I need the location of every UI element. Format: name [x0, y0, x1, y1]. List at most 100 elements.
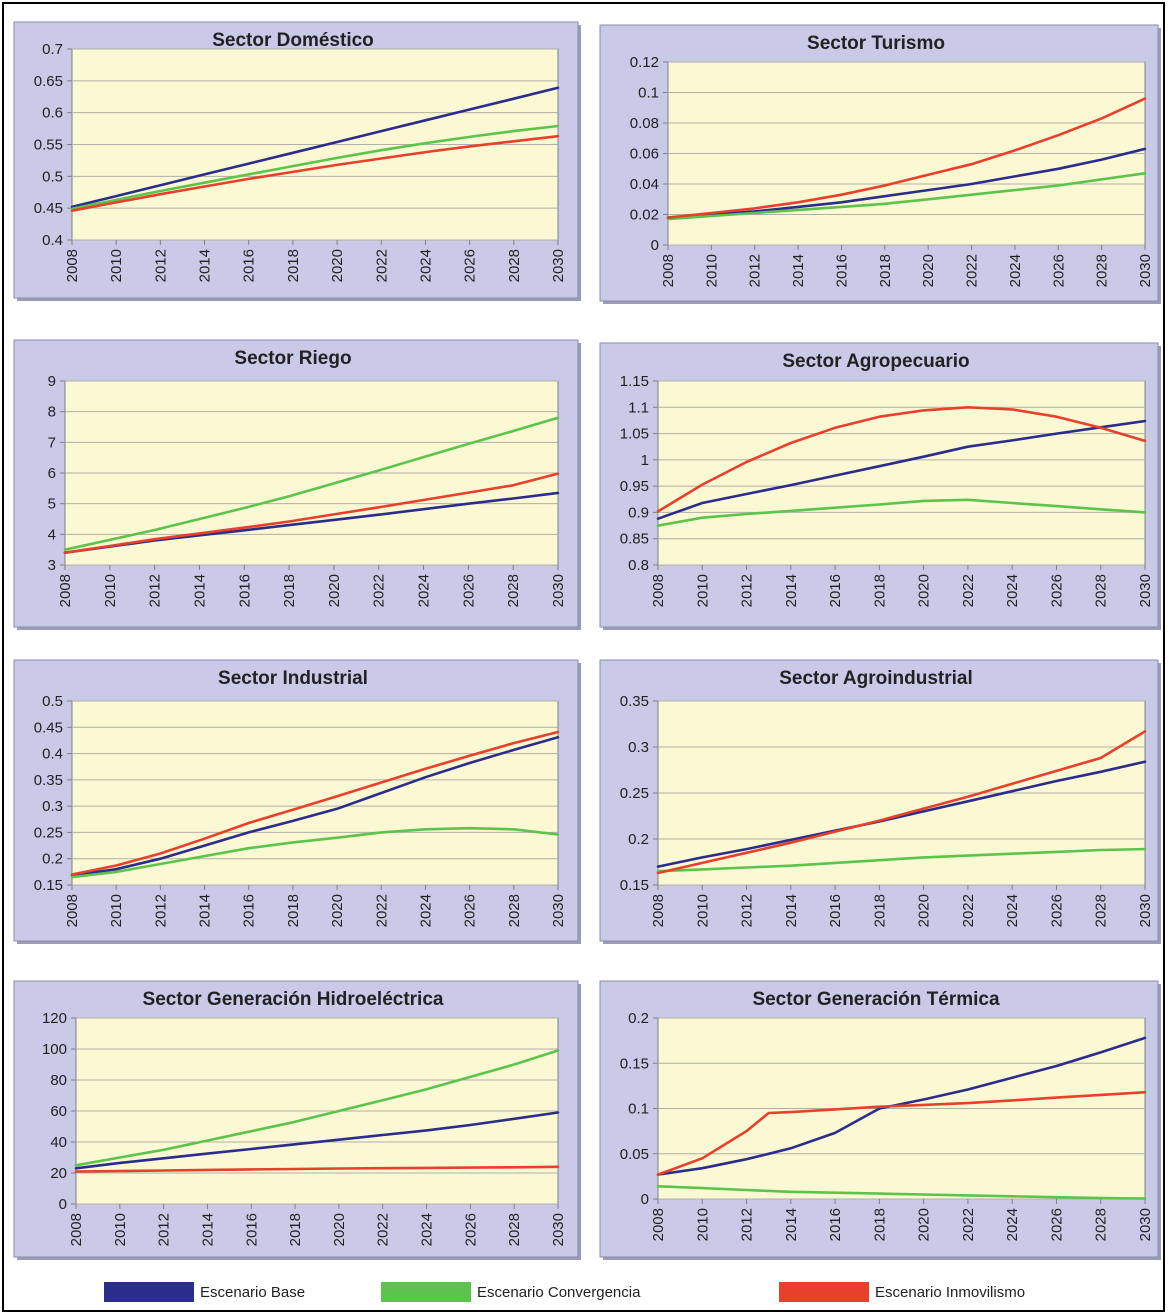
x-tick-label: 2016 — [236, 574, 253, 607]
x-tick-label: 2014 — [197, 894, 214, 927]
series-line-base — [656, 419, 1147, 521]
y-tick-label: 0.05 — [620, 1146, 649, 1163]
y-tick-label: 9 — [48, 373, 56, 390]
x-tick-label: 2016 — [827, 574, 844, 607]
y-tick-label: 0.35 — [34, 772, 63, 789]
chart-title: Sector Industrial — [218, 668, 368, 689]
x-tick-label: 2016 — [241, 249, 258, 282]
y-tick-label: 0.25 — [34, 824, 63, 841]
series-line-convergencia — [656, 498, 1147, 527]
chart-title: Sector Generación Hidroeléctrica — [143, 989, 444, 1010]
legend-swatch-inmovilismo — [779, 1282, 869, 1302]
legend-swatch-convergencia — [381, 1282, 471, 1302]
x-tick-label: 2010 — [112, 1213, 129, 1246]
y-tick-label: 0.2 — [628, 831, 649, 848]
x-tick-label: 2018 — [871, 1208, 888, 1241]
chart-4: Sector Agropecuario 0.8 0.85 0.9 0.95 1 1.05 1.… — [599, 342, 1161, 630]
y-tick-label: 0.08 — [630, 115, 659, 132]
y-tick-label: 0.2 — [628, 1010, 649, 1027]
y-tick-label: 6 — [48, 465, 56, 482]
x-tick-label: 2018 — [287, 1213, 304, 1246]
x-tick-label: 2026 — [1048, 1208, 1065, 1241]
series-line-base — [656, 760, 1147, 868]
y-tick-label: 0.04 — [630, 176, 659, 193]
x-tick-label: 2026 — [460, 574, 477, 607]
chart-title: Sector Generación Térmica — [752, 989, 1000, 1010]
y-tick-label: 0.9 — [628, 504, 649, 521]
series-line-base — [666, 147, 1147, 219]
y-tick-label: 0.5 — [42, 168, 63, 185]
chart-title: Sector Riego — [234, 348, 351, 369]
x-tick-label: 2024 — [416, 574, 433, 607]
legend: Escenario Base Escenario Convergencia Es… — [0, 1278, 1169, 1303]
y-tick-label: 1.15 — [620, 373, 649, 390]
x-tick-label: 2012 — [739, 894, 756, 927]
x-tick-label: 2022 — [960, 574, 977, 607]
x-tick-label: 2008 — [64, 249, 81, 282]
series-line-inmovilismo — [74, 1165, 560, 1173]
x-tick-label: 2016 — [827, 894, 844, 927]
x-tick-label: 2022 — [964, 254, 981, 287]
x-tick-label: 2016 — [833, 254, 850, 287]
x-tick-label: 2022 — [375, 1213, 392, 1246]
x-tick-label: 2020 — [916, 574, 933, 607]
x-tick-label: 2020 — [331, 1213, 348, 1246]
x-tick-label: 2012 — [739, 1208, 756, 1241]
x-tick-label: 2024 — [419, 1213, 436, 1246]
x-tick-label: 2026 — [1048, 574, 1065, 607]
legend-label-inmovilismo: Escenario Inmovilismo — [875, 1284, 1026, 1301]
x-tick-label: 2008 — [64, 894, 81, 927]
x-tick-label: 2030 — [1137, 1208, 1154, 1241]
y-tick-label: 4 — [48, 526, 56, 543]
chart-2: Sector Turismo 0 0.02 0.04 0.06 0.08 0.1 0.12 20… — [599, 24, 1161, 304]
x-tick-label: 2016 — [827, 1208, 844, 1241]
series-line-inmovilismo — [666, 97, 1147, 219]
y-tick-label: 0.95 — [620, 478, 649, 495]
y-tick-label: 120 — [42, 1010, 67, 1027]
x-tick-label: 2020 — [916, 1208, 933, 1241]
chart-6: Sector Agroindustrial 0.15 0.2 0.25 0.3 0.35 2… — [599, 659, 1161, 944]
chart-7: Sector Generación Hidroeléctrica 0 20 40 60 8… — [13, 980, 581, 1260]
y-tick-label: 0.1 — [628, 1101, 649, 1118]
x-tick-label: 2026 — [1048, 894, 1065, 927]
series-line-convergencia — [656, 847, 1147, 873]
x-tick-label: 2018 — [281, 574, 298, 607]
x-tick-label: 2012 — [156, 1213, 173, 1246]
y-tick-label: 0.4 — [42, 746, 63, 763]
y-tick-label: 100 — [42, 1041, 67, 1058]
x-tick-label: 2020 — [329, 249, 346, 282]
chart-title: Sector Turismo — [807, 33, 945, 54]
y-tick-label: 0.55 — [34, 137, 63, 154]
x-tick-label: 2022 — [371, 574, 388, 607]
y-tick-label: 60 — [50, 1103, 67, 1120]
y-tick-label: 0.1 — [638, 85, 659, 102]
y-tick-label: 3 — [48, 557, 56, 574]
x-tick-label: 2016 — [241, 894, 258, 927]
y-tick-label: 0.25 — [620, 785, 649, 802]
x-tick-label: 2020 — [916, 894, 933, 927]
y-tick-label: 0.12 — [630, 54, 659, 71]
y-tick-label: 0.7 — [42, 41, 63, 58]
x-tick-label: 2008 — [650, 1208, 667, 1241]
x-tick-label: 2010 — [694, 574, 711, 607]
chart-1: Sector Doméstico 0.4 0.45 0.5 0.55 0.6 0.65 0.7… — [13, 21, 581, 301]
x-tick-label: 2018 — [871, 894, 888, 927]
y-tick-label: 0.15 — [620, 877, 649, 894]
x-tick-label: 2024 — [1007, 254, 1024, 287]
x-tick-label: 2028 — [506, 894, 523, 927]
y-tick-label: 0.3 — [42, 798, 63, 815]
y-tick-label: 0.85 — [620, 531, 649, 548]
x-tick-label: 2030 — [550, 249, 567, 282]
x-tick-label: 2014 — [783, 894, 800, 927]
x-tick-label: 2028 — [506, 1213, 523, 1246]
series-line-inmovilismo — [656, 405, 1147, 513]
x-tick-label: 2014 — [199, 1213, 216, 1246]
series-line-base — [70, 735, 560, 877]
x-tick-label: 2022 — [960, 1208, 977, 1241]
y-tick-label: 5 — [48, 496, 56, 513]
plot-area — [657, 380, 1146, 566]
y-tick-label: 0 — [59, 1196, 67, 1213]
x-tick-label: 2018 — [285, 249, 302, 282]
x-tick-label: 2022 — [373, 894, 390, 927]
x-tick-label: 2026 — [462, 249, 479, 282]
